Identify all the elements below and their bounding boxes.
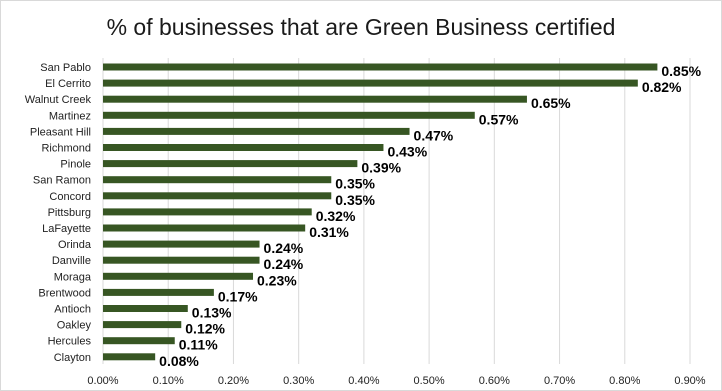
bar	[103, 288, 214, 296]
bar	[103, 160, 358, 168]
bar	[103, 224, 306, 232]
x-tick-label: 0.30%	[283, 375, 314, 387]
x-tick-label: 0.20%	[218, 375, 249, 387]
data-label: 0.43%	[387, 144, 427, 160]
x-tick-label: 0.70%	[544, 375, 575, 387]
data-label: 0.24%	[264, 240, 304, 256]
category-label: Pinole	[60, 159, 91, 171]
category-label: El Cerrito	[45, 78, 91, 90]
bar	[103, 240, 260, 248]
category-label: Martinez	[49, 110, 91, 122]
data-label: 0.85%	[661, 63, 701, 79]
category-label: Moraga	[54, 271, 92, 283]
bar	[103, 337, 175, 345]
bar	[103, 192, 332, 200]
data-label: 0.17%	[218, 288, 258, 304]
x-tick-label: 0.90%	[674, 375, 705, 387]
bar	[103, 111, 475, 119]
category-label: Pittsburg	[48, 207, 91, 219]
category-label: San Pablo	[40, 62, 91, 74]
category-label: Brentwood	[38, 287, 91, 299]
bar	[103, 321, 182, 329]
category-label: Concord	[49, 191, 91, 203]
category-label: Hercules	[48, 336, 92, 348]
data-label: 0.31%	[309, 224, 349, 240]
data-label: 0.32%	[316, 208, 356, 224]
category-label: Pleasant Hill	[30, 126, 91, 138]
x-tick-label: 0.50%	[414, 375, 445, 387]
bar	[103, 272, 254, 280]
category-label: Orinda	[58, 239, 92, 251]
category-label: Danville	[52, 255, 91, 267]
x-tick-label: 0.60%	[479, 375, 510, 387]
data-label: 0.57%	[479, 111, 519, 127]
data-label: 0.35%	[335, 192, 375, 208]
bar	[103, 208, 312, 216]
data-label: 0.65%	[531, 95, 571, 111]
data-label: 0.39%	[361, 160, 401, 176]
category-label: Oakley	[57, 320, 92, 332]
bar	[103, 144, 384, 151]
chart-title: % of businesses that are Green Business …	[106, 14, 616, 40]
data-label: 0.11%	[179, 337, 218, 353]
data-label: 0.23%	[257, 272, 297, 288]
bar	[103, 256, 260, 264]
category-label: Richmond	[41, 143, 91, 155]
data-label: 0.12%	[185, 321, 225, 337]
category-label: San Ramon	[33, 175, 91, 187]
bar	[103, 305, 188, 312]
bar	[103, 95, 527, 103]
x-tick-label: 0.10%	[153, 375, 184, 387]
category-label: Walnut Creek	[25, 94, 92, 106]
bar	[103, 63, 658, 71]
data-label: 0.47%	[414, 127, 454, 143]
x-tick-label: 0.00%	[87, 375, 118, 387]
bar	[103, 127, 410, 135]
data-label: 0.08%	[159, 353, 199, 369]
bar	[103, 79, 638, 87]
category-label: LaFayette	[42, 223, 91, 235]
data-label: 0.82%	[642, 79, 682, 95]
data-label: 0.35%	[335, 176, 375, 192]
bar	[103, 353, 156, 361]
bar	[103, 176, 332, 184]
category-label: Antioch	[54, 304, 91, 316]
data-label: 0.13%	[192, 305, 232, 321]
data-label: 0.24%	[264, 256, 304, 272]
x-tick-label: 0.80%	[609, 375, 640, 387]
x-tick-label: 0.40%	[348, 375, 379, 387]
category-label: Clayton	[54, 352, 91, 364]
